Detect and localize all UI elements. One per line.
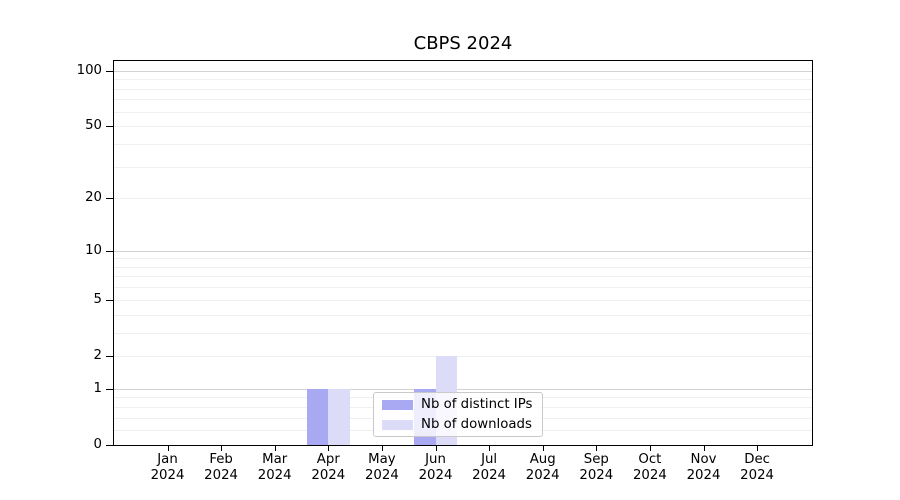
minor-gridline (114, 258, 812, 260)
y-tick-mark (106, 126, 113, 127)
x-tick-mark (757, 446, 758, 451)
minor-gridline (114, 111, 812, 113)
x-tick-label: Sep 2024 (579, 452, 614, 483)
minor-gridline (114, 355, 812, 357)
bar-distinct-ips-apr (306, 388, 329, 445)
legend-label-distinct-ips: Nb of distinct IPs (421, 397, 533, 412)
x-tick-mark (650, 446, 651, 451)
y-tick-mark (106, 251, 113, 252)
x-tick-label: Oct 2024 (632, 452, 667, 483)
x-tick-label: Apr 2024 (311, 452, 346, 483)
y-tick-label: 20 (85, 190, 102, 206)
minor-gridline (114, 198, 812, 200)
x-tick-label: Jun 2024 (418, 452, 453, 483)
minor-gridline (114, 143, 812, 145)
minor-gridline (114, 166, 812, 168)
legend-item-downloads: Nb of downloads (382, 416, 534, 433)
legend: Nb of distinct IPs Nb of downloads (373, 392, 543, 437)
x-tick-mark (168, 446, 169, 451)
x-tick-mark (596, 446, 597, 451)
x-tick-mark (382, 446, 383, 451)
minor-gridline (114, 99, 812, 101)
y-tick-label: 50 (85, 118, 102, 134)
bar-downloads-apr (328, 388, 350, 445)
major-gridline (114, 250, 812, 252)
legend-swatch-downloads (382, 419, 413, 430)
minor-gridline (114, 79, 812, 81)
y-tick-label: 100 (76, 62, 102, 78)
x-tick-mark (543, 446, 544, 451)
x-tick-label: May 2024 (364, 452, 399, 483)
y-tick-label: 2 (93, 347, 102, 363)
y-tick-mark (106, 389, 113, 390)
x-tick-mark (489, 446, 490, 451)
y-tick-label: 0 (93, 437, 102, 452)
y-tick-label: 5 (93, 291, 102, 307)
y-tick-mark (106, 300, 113, 301)
plot-area (113, 60, 813, 446)
minor-gridline (114, 332, 812, 334)
x-tick-mark (328, 446, 329, 451)
x-tick-label: Nov 2024 (686, 452, 721, 483)
legend-item-distinct-ips: Nb of distinct IPs (382, 396, 534, 413)
x-tick-label: Feb 2024 (204, 452, 239, 483)
chart-title: CBPS 2024 (413, 33, 513, 54)
x-tick-mark (436, 446, 437, 451)
y-tick-mark (106, 198, 113, 199)
x-tick-mark (275, 446, 276, 451)
x-tick-label: Jan 2024 (150, 452, 185, 483)
y-tick-label: 1 (93, 380, 102, 396)
x-tick-label: Aug 2024 (525, 452, 560, 483)
minor-gridline (114, 88, 812, 90)
legend-label-downloads: Nb of downloads (421, 417, 532, 432)
y-tick-mark (106, 445, 113, 446)
minor-gridline (114, 287, 812, 289)
x-tick-label: Mar 2024 (257, 452, 292, 483)
y-tick-mark (106, 71, 113, 72)
minor-gridline (114, 126, 812, 128)
major-gridline (114, 388, 812, 390)
x-tick-mark (704, 446, 705, 451)
x-tick-mark (221, 446, 222, 451)
y-tick-mark (106, 356, 113, 357)
minor-gridline (114, 276, 812, 278)
minor-gridline (114, 266, 812, 268)
y-tick-label: 10 (85, 242, 102, 258)
legend-swatch-distinct-ips (382, 399, 413, 410)
x-tick-label: Dec 2024 (740, 452, 775, 483)
minor-gridline (114, 299, 812, 301)
major-gridline (114, 70, 812, 72)
minor-gridline (114, 314, 812, 316)
x-tick-label: Jul 2024 (472, 452, 507, 483)
